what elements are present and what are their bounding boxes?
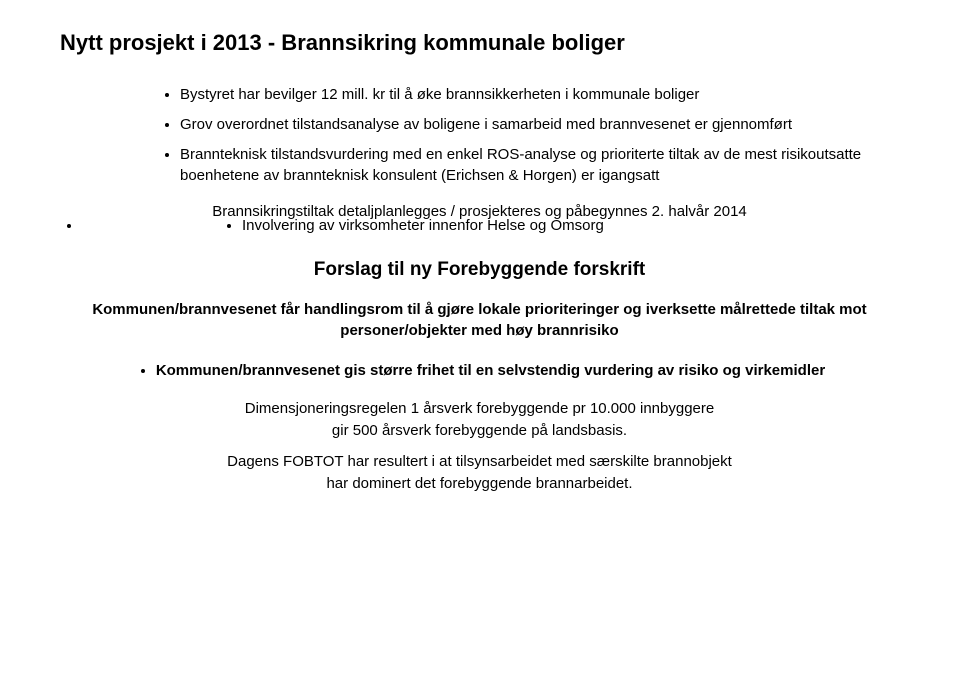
- list-item: Bystyret har bevilger 12 mill. kr til å …: [180, 84, 899, 106]
- list-item: Brannteknisk tilstandsvurdering med en e…: [180, 144, 899, 188]
- list-item: Involvering av virksomheter innenfor Hel…: [242, 215, 899, 237]
- list-item: Kommunen/brannvesenet gis større frihet …: [156, 360, 825, 382]
- paragraph-2: Dagens FOBTOT har resultert i at tilsyns…: [60, 451, 899, 495]
- outer-bullet: Involvering av virksomheter innenfor Hel…: [60, 215, 899, 237]
- list-item: Grov overordnet tilstandsanalyse av boli…: [180, 114, 899, 136]
- bold-bullet-list: Kommunen/brannvesenet gis større frihet …: [134, 360, 825, 382]
- paragraph-1: Dimensjoneringsregelen 1 årsverk forebyg…: [60, 398, 899, 442]
- sub-bullet-list: Involvering av virksomheter innenfor Hel…: [82, 215, 899, 237]
- page-title: Nytt prosjekt i 2013 - Brannsikring komm…: [60, 30, 899, 56]
- section-subtitle: Forslag til ny Forebyggende forskrift: [60, 259, 899, 281]
- outer-list-item: Involvering av virksomheter innenfor Hel…: [82, 215, 899, 237]
- bold-paragraph: Kommunen/brannvesenet får handlingsrom t…: [60, 299, 899, 343]
- bullet-list-top: Bystyret har bevilger 12 mill. kr til å …: [60, 84, 899, 187]
